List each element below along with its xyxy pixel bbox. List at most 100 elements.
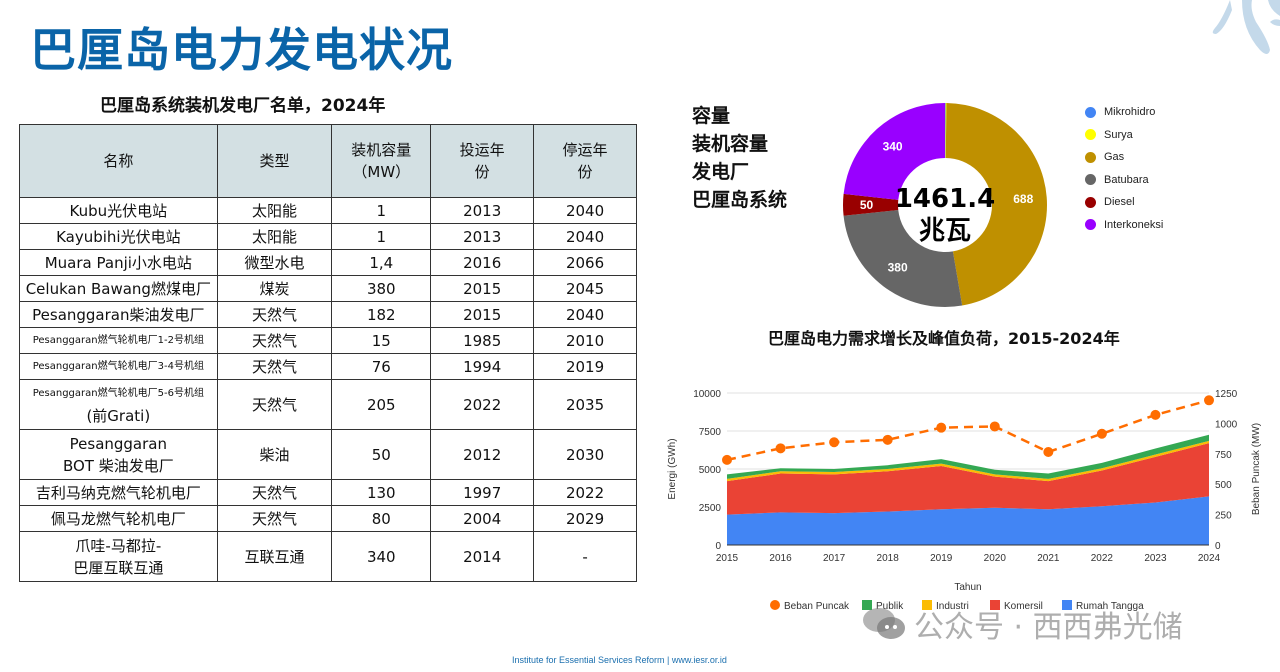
table-row: Pesanggaran燃气轮机电厂3-4号机组 天然气 76 1994 2019 [19, 353, 637, 380]
cell-name-line: 爪哇-马都拉- [75, 536, 162, 555]
donut-legend: Mikrohidro Surya Gas Batubara Diesel Interkon… [1085, 101, 1163, 236]
donut-data-label: 380 [888, 261, 908, 275]
area-chart-title: 巴厘岛电力需求增长及峰值负荷，2015-2024年 [768, 329, 1120, 348]
area-komersil [727, 443, 1209, 515]
legend-swatch-icon [1085, 174, 1096, 186]
cell-start-year: 2013 [430, 197, 535, 224]
y-tick-label: 2500 [699, 503, 722, 514]
table-row: 吉利马纳克燃气轮机电厂 天然气 130 1997 2022 [19, 479, 637, 506]
cell-name: Celukan Bawang燃煤电厂 [19, 275, 218, 302]
cell-type: 天然气 [216, 301, 333, 328]
col-header-type: 类型 [216, 124, 333, 198]
legend-label: Diesel [1104, 196, 1135, 209]
watermark: 公众号 · 西西弗光储 [862, 602, 1183, 646]
legend-label: Batubara [1104, 173, 1149, 186]
y-tick-label: 7500 [699, 427, 722, 438]
cell-capacity: 15 [331, 327, 432, 354]
area-industri [727, 440, 1209, 482]
x-tick-label: 2021 [1037, 553, 1060, 564]
y2-tick-label: 500 [1215, 480, 1232, 491]
logo-decoration-icon [1212, 0, 1280, 54]
cell-type: 天然气 [216, 353, 333, 380]
table-row: Celukan Bawang燃煤电厂 煤炭 380 2015 2045 [19, 275, 637, 302]
cell-start-year: 1997 [430, 479, 535, 506]
peak-load-point [722, 454, 732, 465]
table-row: Kubu光伏电站 太阳能 1 2013 2040 [19, 197, 637, 224]
cell-capacity: 340 [331, 531, 432, 582]
cell-name-line: 佩马龙燃气轮机电厂 [50, 509, 186, 528]
donut-center-value: 1461.4 [895, 184, 995, 214]
donut-slice-mikrohidro [945, 103, 946, 159]
donut-slice-gas [945, 103, 1047, 306]
x-tick-label: 2023 [1144, 553, 1167, 564]
footer-credit: Institute for Essential Services Reform … [512, 655, 727, 665]
legend-swatch-icon [1085, 196, 1096, 208]
cell-name: Pesanggaran BOT 柴油发电厂 [19, 429, 218, 480]
x-tick-label: 2024 [1198, 553, 1221, 564]
donut-title: 容量 装机容量 发电厂 巴厘岛系统 [692, 102, 787, 214]
cell-start-year: 1985 [430, 327, 535, 354]
y2-tick-label: 0 [1215, 541, 1221, 552]
cell-end-year: 2035 [533, 379, 637, 430]
table-header-row: 名称 类型 装机容量（MW） 投运年份 停运年份 [19, 124, 637, 198]
legend-label: Komersil [1004, 601, 1043, 612]
cell-name-line: Pesanggaran [69, 434, 167, 453]
table-row: Muara Panji小水电站 微型水电 1,4 2016 2066 [19, 249, 637, 276]
legend-label: Beban Puncak [784, 601, 850, 612]
cell-name-line: Celukan Bawang燃煤电厂 [25, 279, 211, 298]
cell-name-line: Kayubihi光伏电站 [56, 227, 181, 246]
x-tick-label: 2015 [716, 553, 739, 564]
legend-label: Mikrohidro [1104, 106, 1156, 119]
peak-load-point [989, 421, 1000, 432]
legend-label: Rumah Tangga [1076, 601, 1144, 612]
x-tick-label: 2016 [769, 553, 792, 564]
donut-data-label: 50 [860, 198, 874, 212]
cell-type: 太阳能 [216, 197, 333, 224]
cell-end-year: 2022 [533, 479, 637, 506]
legend-swatch-icon [1085, 129, 1096, 141]
table-title: 巴厘岛系统装机发电厂名单，2024年 [100, 96, 386, 116]
donut-title-line: 巴厘岛系统 [692, 189, 788, 211]
y2-tick-label: 250 [1215, 511, 1232, 522]
cell-capacity: 50 [331, 429, 432, 480]
cell-type: 微型水电 [216, 249, 333, 276]
cell-name: 佩马龙燃气轮机电厂 [19, 505, 218, 532]
peak-load-point [829, 437, 840, 448]
x-axis-title: Tahun [954, 582, 981, 593]
legend-swatch-icon [770, 600, 780, 610]
y2-tick-label: 1000 [1215, 419, 1238, 430]
cell-type: 柴油 [216, 429, 333, 480]
cell-capacity: 80 [331, 505, 432, 532]
cell-end-year: 2040 [533, 301, 637, 328]
demand-area-chart: 0 2500 5000 7500 10000 0 250 500 750 1000 1250 2015… [667, 389, 1262, 612]
cell-name: Pesanggaran燃气轮机电厂3-4号机组 [19, 353, 218, 380]
peak-load-point [936, 422, 947, 433]
donut-center-unit: 兆瓦 [919, 216, 971, 246]
cell-end-year: 2040 [533, 197, 637, 224]
donut-slice-diesel [843, 193, 899, 216]
cell-end-year: 2010 [533, 327, 637, 354]
cell-type: 天然气 [216, 327, 333, 354]
y-tick-label: 5000 [699, 465, 722, 476]
cell-start-year: 2015 [430, 301, 535, 328]
cell-end-year: 2045 [533, 275, 637, 302]
x-tick-label: 2018 [877, 553, 900, 564]
peak-load-point [775, 443, 786, 454]
power-plants-table: 名称 类型 装机容量（MW） 投运年份 停运年份 Kubu光伏电站 太阳能 1 201… [19, 124, 637, 582]
cell-start-year: 2014 [430, 531, 535, 582]
legend-swatch-icon [1085, 151, 1096, 163]
peak-load-line [726, 399, 1210, 462]
cell-end-year: - [533, 531, 637, 582]
cell-start-year: 2004 [430, 505, 535, 532]
donut-slice-interkoneksi [843, 103, 945, 200]
peak-load-point [1096, 428, 1107, 439]
cell-end-year: 2029 [533, 505, 637, 532]
cell-capacity: 380 [331, 275, 432, 302]
cell-name-line: Kubu光伏电站 [69, 201, 168, 220]
cell-name: 爪哇-马都拉- 巴厘互联互通 [19, 531, 218, 582]
cell-name-line: 巴厘互联互通 [73, 558, 164, 577]
legend-item: Diesel [1085, 191, 1163, 214]
legend-label: Gas [1104, 151, 1125, 164]
col-header-end-year: 停运年份 [533, 124, 637, 198]
cell-start-year: 2012 [430, 429, 535, 480]
